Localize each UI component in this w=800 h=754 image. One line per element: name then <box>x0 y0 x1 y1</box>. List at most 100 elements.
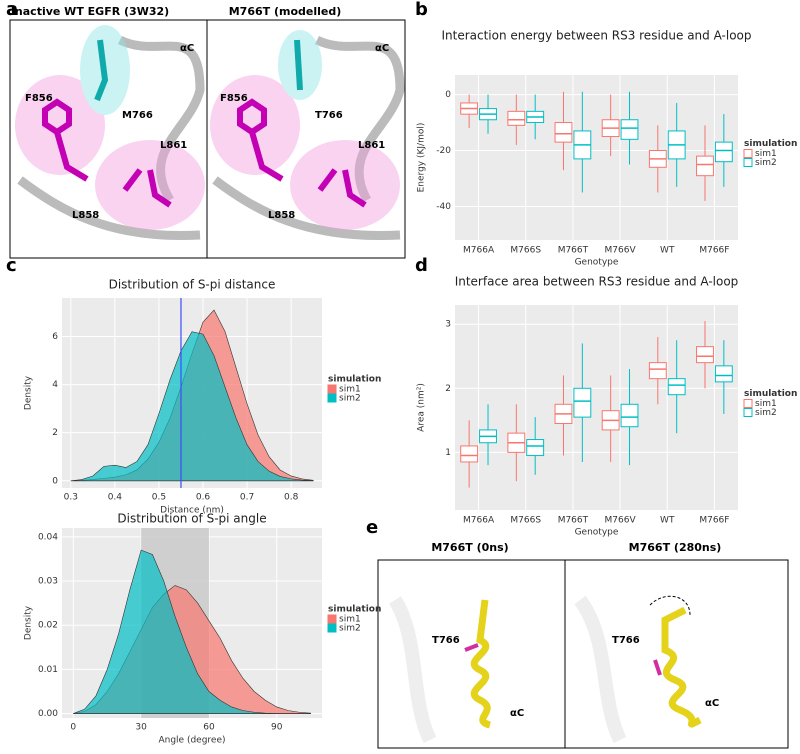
legend-title: simulation <box>328 375 381 385</box>
structure-title: M766T (0ns) <box>431 541 508 554</box>
y-axis-label: Density <box>24 605 34 640</box>
x-tick-label: 0.5 <box>152 493 166 503</box>
helices <box>470 599 702 729</box>
legend-swatch <box>327 614 337 624</box>
residue-label: αC <box>705 698 719 709</box>
structure-panel-e: M766T (0ns) M766T (280ns) T766 αC T766 α… <box>377 541 789 749</box>
x-tick-label: M766F <box>699 516 729 526</box>
x-tick-label: M766S <box>510 246 541 256</box>
x-tick-label: M766S <box>510 516 541 526</box>
legend-swatch <box>327 393 337 403</box>
y-tick-label: 2 <box>52 428 58 438</box>
stick <box>122 168 172 208</box>
sticks <box>464 643 662 676</box>
loop <box>212 176 401 241</box>
density-area <box>70 331 314 482</box>
box <box>714 365 733 383</box>
residue-label: F856 <box>25 93 53 104</box>
x-tick-label: WT <box>660 246 675 256</box>
structure-panel-a: Inactive WT EGFR (3W32) M766T (modelled)… <box>9 5 406 259</box>
residue-label: αC <box>180 43 194 54</box>
legend-label: sim2 <box>339 394 361 404</box>
residue-label: L861 <box>358 140 385 151</box>
box <box>620 403 639 428</box>
x-tick-label: M766T <box>558 246 589 256</box>
stick <box>317 168 367 208</box>
stick <box>42 98 89 182</box>
surface <box>210 75 300 175</box>
legend-label: sim1 <box>755 149 777 159</box>
x-tick-label: 30 <box>135 723 147 733</box>
chart-title: Distribution of S-pi distance <box>109 278 276 292</box>
y-tick-label: -20 <box>436 146 451 156</box>
residue-label: αC <box>510 708 524 719</box>
y-axis-label: Energy (KJ/mol) <box>417 123 427 193</box>
legend-label: sim1 <box>339 615 361 625</box>
y-tick-label: 1 <box>445 448 451 458</box>
legend-label: sim1 <box>755 399 777 409</box>
legend-swatch <box>743 408 753 417</box>
sticks <box>42 39 367 208</box>
y-tick-label: 0 <box>445 90 451 100</box>
box <box>648 362 667 380</box>
y-tick-label: 0 <box>52 476 58 486</box>
loop <box>17 176 201 241</box>
ribbons <box>17 35 405 241</box>
y-tick-label: 0.02 <box>38 621 58 631</box>
x-tick-label: 0 <box>70 723 76 733</box>
stick <box>294 39 303 91</box>
helix <box>117 35 205 203</box>
residue-label: T766 <box>432 635 460 646</box>
panel-letter: b <box>415 0 428 20</box>
legend-swatch <box>327 384 337 394</box>
residue-label: L861 <box>160 140 187 151</box>
residue-label: T766 <box>315 110 343 121</box>
legend-title: simulation <box>744 139 797 149</box>
residue-label: F856 <box>220 93 248 104</box>
x-axis-label: Angle (degree) <box>158 736 225 746</box>
x-tick-label: 60 <box>203 723 215 733</box>
x-tick-label: 0.6 <box>196 493 211 503</box>
y-axis-label: Density <box>24 375 34 410</box>
residue-label: M766 <box>122 110 153 121</box>
chart-title: Interface area between RS3 residue and A… <box>455 275 739 289</box>
residue-label: L858 <box>72 210 99 221</box>
box <box>696 155 714 177</box>
legend-title: simulation <box>744 389 797 399</box>
chart-title: Distribution of S-pi angle <box>117 512 266 526</box>
x-tick-label: 0.7 <box>240 493 254 503</box>
box <box>573 387 592 418</box>
legend-swatch <box>743 399 753 408</box>
y-tick-label: 2 <box>445 384 451 394</box>
helix <box>661 606 702 728</box>
y-tick-label: 0.00 <box>38 709 58 719</box>
stick <box>94 39 109 102</box>
residue-label: αC <box>375 43 389 54</box>
y-tick-label: 0.01 <box>38 665 58 675</box>
x-tick-label: M766A <box>463 246 495 256</box>
helix <box>470 599 492 729</box>
ribbon <box>388 596 437 744</box>
y-tick-label: 6 <box>52 332 58 342</box>
stick <box>653 659 662 676</box>
legend-swatch <box>743 158 753 167</box>
y-tick-label: 0.04 <box>38 532 58 542</box>
box <box>507 110 526 126</box>
legend-swatch <box>327 623 337 633</box>
box <box>696 346 714 364</box>
y-tick-label: 3 <box>445 320 451 330</box>
stick <box>237 98 284 182</box>
x-tick-label: 90 <box>271 723 283 733</box>
plot-background <box>455 305 738 510</box>
x-tick-label: WT <box>660 516 675 526</box>
helix <box>314 35 405 203</box>
box <box>554 122 573 143</box>
y-tick-label: 4 <box>52 380 58 390</box>
y-tick-label: 0.03 <box>38 577 58 587</box>
panel-letter: a <box>6 0 18 20</box>
structure-title: M766T (modelled) <box>229 5 342 18</box>
surface <box>15 75 105 175</box>
frame <box>377 559 789 749</box>
legend-label: sim2 <box>339 624 361 634</box>
